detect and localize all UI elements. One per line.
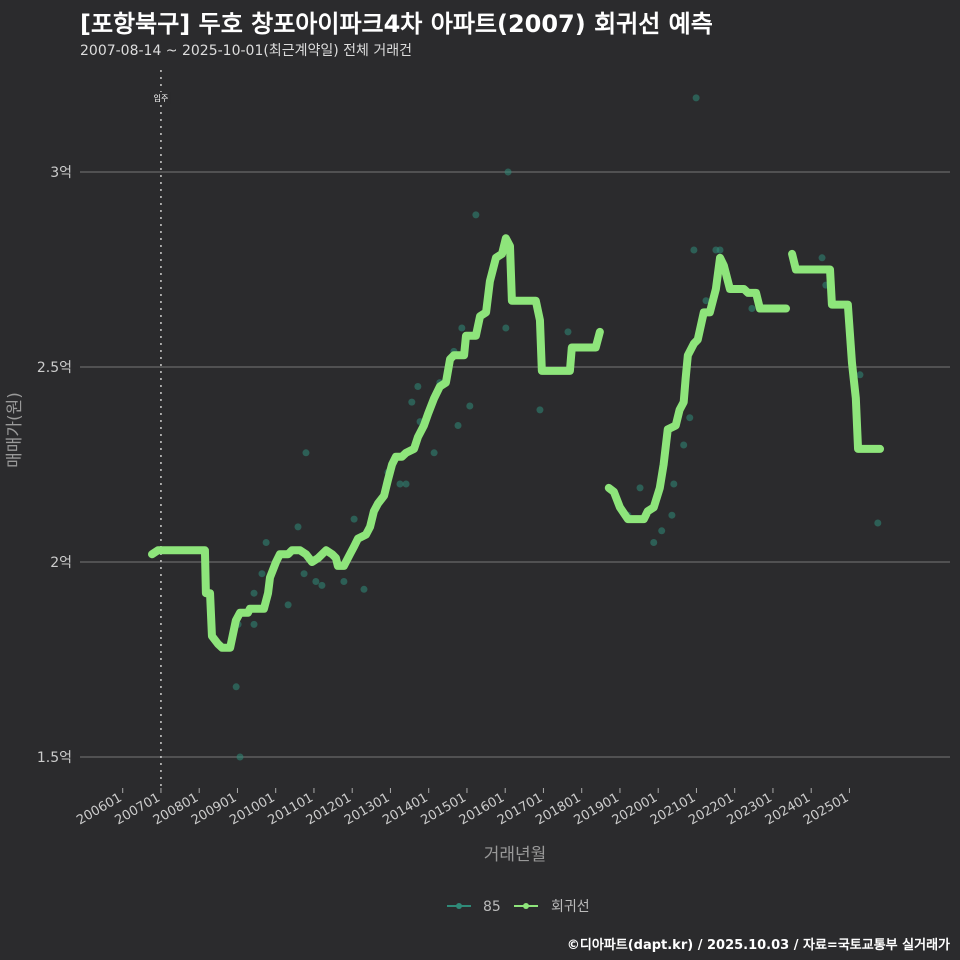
scatter-point xyxy=(650,539,658,546)
scatter-point xyxy=(690,246,698,254)
regression-line xyxy=(148,234,604,652)
scatter-point xyxy=(232,683,240,691)
regression-line xyxy=(788,249,885,453)
scatter-point xyxy=(686,414,694,422)
scatter-point xyxy=(250,620,258,628)
y-axis-label: 매매가(원) xyxy=(5,392,25,468)
y-tick-label: 3억 xyxy=(50,165,72,181)
scatter-point xyxy=(396,480,404,488)
scatter-point xyxy=(262,539,270,546)
scatter-point xyxy=(856,371,864,379)
scatter-point xyxy=(874,519,882,527)
scatter-point xyxy=(636,484,644,492)
footer-credit: ©디아파트(dapt.kr) / 2025.10.03 / 자료=국토교통부 실… xyxy=(566,938,950,953)
chart-subtitle: 2007-08-14 ~ 2025-10-01(최근계약일) 전체 거래건 xyxy=(80,43,412,59)
move-in-annotation: 입주 xyxy=(154,94,169,103)
regression-line xyxy=(604,253,791,524)
scatter-point xyxy=(668,511,676,519)
scatter-point xyxy=(284,601,292,609)
scatter-point xyxy=(472,211,480,219)
scatter-point xyxy=(748,305,756,312)
scatter-point xyxy=(258,570,266,578)
scatter-point xyxy=(340,578,348,585)
scatter-point xyxy=(658,527,666,535)
scatter-point xyxy=(818,254,826,262)
scatter-point xyxy=(302,449,310,457)
scatter-point xyxy=(670,480,678,488)
scatter-point xyxy=(564,328,572,336)
scatter-point xyxy=(300,570,308,578)
annotation-bg xyxy=(150,92,171,104)
scatter-point xyxy=(294,523,302,531)
scatter-point xyxy=(702,297,710,305)
scatter-point xyxy=(692,94,700,102)
legend-85-marker xyxy=(456,903,462,909)
scatter-point xyxy=(360,585,368,593)
scatter-point xyxy=(458,324,466,332)
x-axis-label: 거래년월 xyxy=(484,845,547,865)
legend-regression-label: 회귀선 xyxy=(551,899,590,915)
scatter-point xyxy=(312,578,320,585)
scatter-point xyxy=(502,324,510,332)
legend-85-label: 85 xyxy=(483,899,501,915)
scatter-point xyxy=(504,168,512,176)
scatter-point xyxy=(680,441,688,449)
legend-regression-marker xyxy=(523,903,529,909)
scatter-point xyxy=(402,480,410,488)
scatter-point xyxy=(250,589,258,597)
y-tick-label: 1.5억 xyxy=(37,750,72,766)
scatter-point xyxy=(414,383,422,390)
scatter-point xyxy=(350,515,358,523)
scatter-point xyxy=(536,406,544,414)
scatter-point xyxy=(236,753,244,761)
scatter-point xyxy=(318,581,326,589)
y-tick-label: 2.5억 xyxy=(37,360,72,376)
scatter-point xyxy=(408,398,416,406)
scatter-point xyxy=(454,422,462,429)
scatter-point xyxy=(712,246,720,254)
scatter-point xyxy=(466,402,474,410)
scatter-point xyxy=(430,449,438,457)
chart-title: [포항북구] 두호 창포아이파크4차 아파트(2007) 회귀선 예측 xyxy=(80,10,713,38)
y-tick-label: 2억 xyxy=(50,555,72,571)
